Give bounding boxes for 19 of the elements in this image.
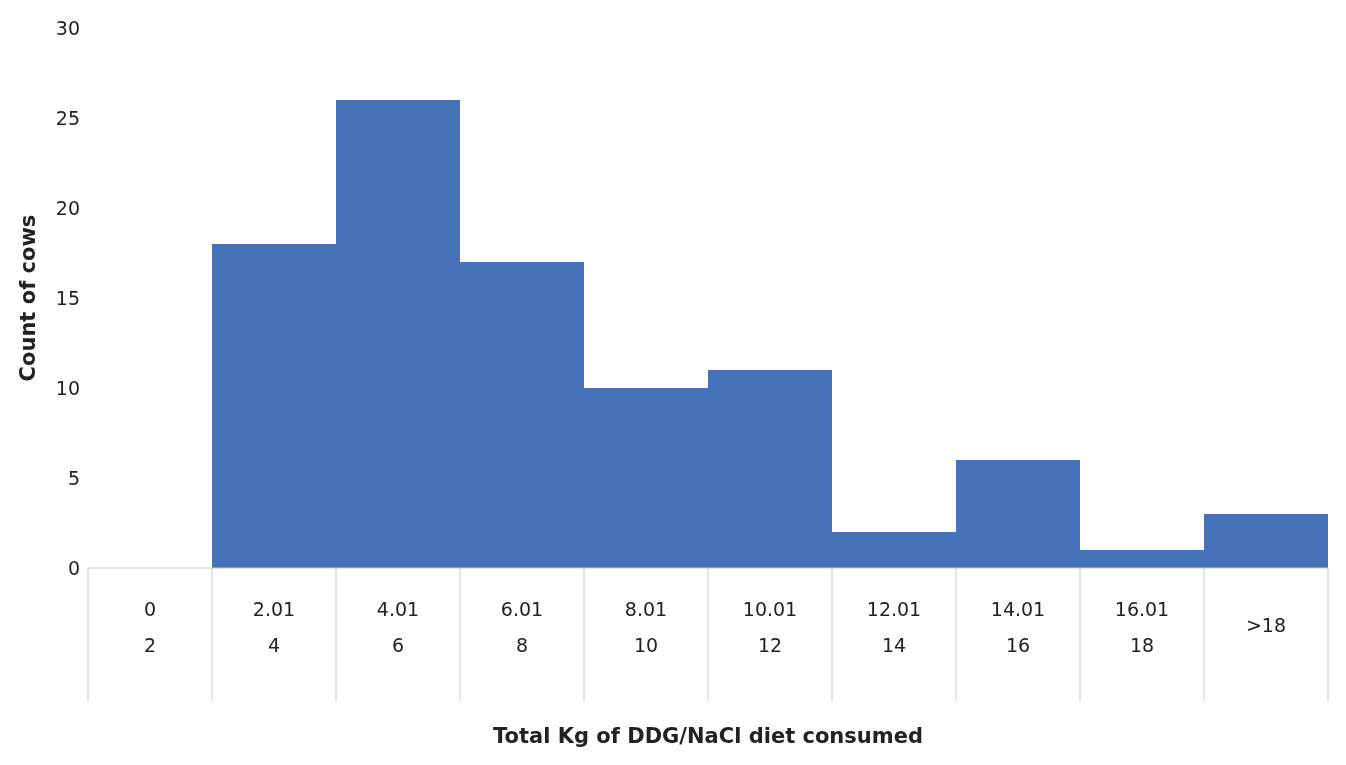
x-tick-label: >18 xyxy=(1245,614,1287,636)
y-tick-label: 20 xyxy=(55,196,80,219)
x-tick-label: 12.01 14 xyxy=(866,598,922,656)
y-axis-title: Count of cows xyxy=(16,214,41,382)
x-tick-label: 2.01 4 xyxy=(252,598,296,656)
x-tick-label: 16.01 18 xyxy=(1114,598,1170,656)
x-tick-label: 4.01 6 xyxy=(376,598,420,656)
y-tick-label: 30 xyxy=(55,16,80,39)
x-tick-label: 6.01 8 xyxy=(500,598,544,656)
x-tick-label: 10.01 12 xyxy=(742,598,798,656)
y-tick-label: 5 xyxy=(67,466,80,489)
y-tick-label: 25 xyxy=(55,106,80,129)
y-tick-label: 10 xyxy=(55,376,80,399)
x-axis-title: Total Kg of DDG/NaCl diet consumed xyxy=(493,724,923,748)
y-tick-label: 15 xyxy=(55,286,80,309)
x-tick-label: 0 2 xyxy=(143,598,157,656)
x-tick-label: 8.01 10 xyxy=(624,598,668,656)
y-tick-label: 0 xyxy=(67,556,80,579)
x-tick-label: 14.01 16 xyxy=(990,598,1046,656)
